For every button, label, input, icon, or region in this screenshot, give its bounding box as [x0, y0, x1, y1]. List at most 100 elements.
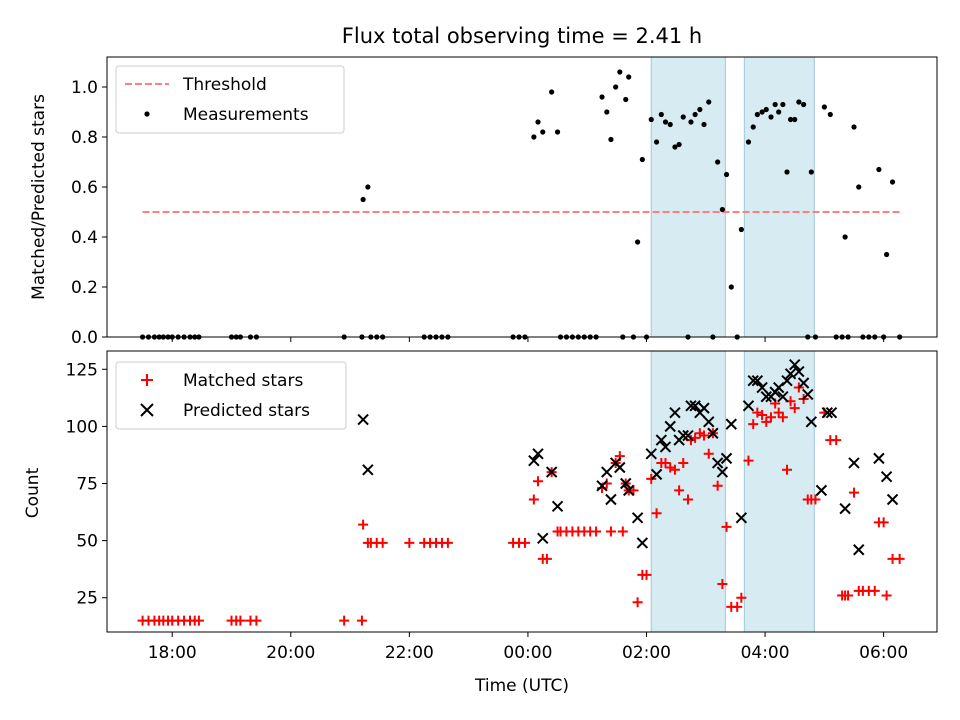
matched-star-point [519, 537, 530, 548]
measurement-point [653, 139, 660, 145]
matched-star-point [878, 517, 889, 528]
predicted-star-point [659, 441, 672, 453]
predicted-star-point [742, 400, 755, 412]
predicted-star-point [669, 406, 681, 419]
predicted-star-point [620, 477, 632, 490]
predicted-star-point [545, 466, 558, 478]
predicted-star-point [645, 448, 657, 460]
x-tick-label: 20:00 [266, 643, 315, 663]
y-tick-label: 0.2 [71, 278, 98, 298]
chart-title: Flux total observing time = 2.41 h [342, 24, 702, 48]
predicted-star-point [784, 368, 797, 380]
predicted-star-point [760, 390, 772, 403]
predicted-star-point [805, 416, 818, 428]
y-tick-label: 75 [76, 475, 98, 495]
matched-star-point [869, 585, 880, 596]
measurement-point [672, 144, 678, 150]
bottom-panel: 25 50 75 100 125 18:00 20:00 22:00 00:00 02:00 04:… [66, 350, 938, 663]
matched-star-point [404, 537, 415, 548]
top-y-axis-label: Matched/Predicted stars [29, 94, 49, 300]
y-tick-label: 0.0 [71, 328, 98, 348]
matched-star-point [894, 553, 905, 564]
measurement-point [715, 159, 721, 165]
predicted-star-point [703, 416, 715, 428]
threshold-legend-label: Threshold [182, 75, 267, 95]
predicted-legend-swatch [140, 403, 154, 417]
matched-star-point [743, 455, 754, 466]
measurement-point [658, 111, 664, 118]
measurement-point [772, 101, 778, 108]
predicted-star-point [689, 400, 701, 412]
measurement-point [680, 114, 686, 120]
matched-star-point [849, 487, 859, 498]
matched-star-point [690, 432, 701, 443]
predicted-star-point [677, 429, 689, 442]
measurement-point [763, 106, 769, 113]
measurement-point [554, 129, 561, 135]
predicted-star-point [781, 374, 793, 387]
axes-frame [106, 56, 938, 338]
shaded-span [650, 56, 726, 338]
measurement-point [796, 99, 802, 105]
matched-star-point [591, 526, 602, 537]
measurement-point [745, 139, 752, 145]
matched-star-point [674, 485, 685, 496]
measurement-point [626, 74, 632, 80]
matched-star-point [235, 615, 246, 626]
matched-star-point [736, 592, 747, 603]
measurement-point [608, 136, 614, 143]
predicted-star-point [873, 452, 885, 465]
predicted-star-point [821, 406, 834, 419]
measurement-point [613, 84, 619, 90]
predicted-star-point [777, 390, 789, 403]
predicted-star-point [636, 537, 649, 549]
predicted-legend-label: Predicted stars [183, 401, 310, 421]
predicted-star-point [825, 406, 838, 419]
measurement-point [540, 129, 546, 135]
measurement-point [856, 184, 862, 190]
x-tick-label: 06:00 [859, 643, 908, 663]
bottom-y-axis-label: Count [23, 467, 43, 518]
y-tick-label: 1.0 [71, 78, 98, 98]
matched-star-point [717, 579, 728, 590]
predicted-star-point [711, 457, 724, 469]
measurement-point [889, 179, 896, 185]
matched-star-point [732, 601, 743, 612]
matched-star-point [757, 409, 768, 420]
y-tick-label: 50 [76, 532, 98, 552]
matched-star-point [712, 480, 723, 491]
y-tick-label: 100 [66, 417, 98, 437]
measurements-legend-swatch [144, 111, 150, 117]
measurement-point [531, 134, 537, 140]
matched-star-point [528, 494, 539, 505]
predicted-star-point [655, 434, 668, 446]
predicted-star-point [853, 544, 865, 556]
predicted-star-point [537, 532, 549, 545]
bottom-legend-box [115, 361, 347, 430]
predicted-star-point [650, 468, 663, 481]
measurement-point [688, 119, 694, 125]
matched-star-point [632, 597, 643, 608]
measurement-point [719, 206, 725, 213]
measurement-point [784, 169, 790, 175]
measurement-point [792, 116, 798, 123]
matched-star-point [193, 615, 204, 626]
matched-star-point [541, 553, 552, 564]
measurement-point [604, 109, 610, 115]
matched-star-point [442, 537, 453, 548]
measurement-point [549, 89, 555, 95]
x-tick-label: 22:00 [385, 643, 434, 663]
predicted-star-point [631, 512, 644, 524]
y-tick-label: 125 [66, 360, 98, 380]
measurement-point [639, 156, 645, 163]
y-tick-label: 0.4 [71, 228, 98, 248]
predicted-star-point [751, 374, 764, 387]
measurement-point [635, 239, 641, 245]
matched-star-point [748, 419, 759, 430]
matched-star-point [533, 476, 544, 487]
measurement-point [884, 251, 890, 258]
measurement-point [623, 96, 629, 103]
matched-star-point [810, 494, 821, 505]
matched-star-point [605, 526, 616, 537]
measurements-legend-label: Measurements [183, 105, 309, 125]
